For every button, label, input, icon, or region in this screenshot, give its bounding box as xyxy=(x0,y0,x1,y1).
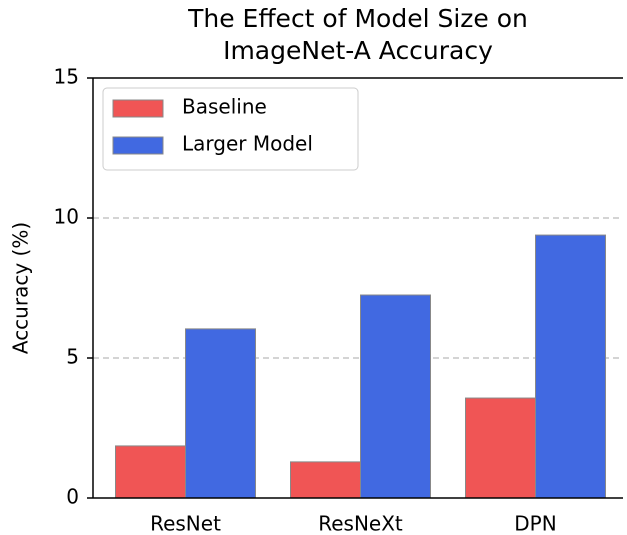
legend-swatch xyxy=(112,136,164,155)
y-tick-label: 15 xyxy=(54,65,79,89)
legend: Baseline Larger Model xyxy=(102,87,359,171)
bar xyxy=(360,294,431,499)
chart-title: ImageNet-A Accuracy xyxy=(223,36,493,65)
legend-box xyxy=(102,87,359,171)
x-tick-label: DPN xyxy=(514,512,556,535)
y-tick-label: 5 xyxy=(66,345,79,369)
y-axis-label: Accuracy (%) xyxy=(9,222,33,354)
legend-label: Larger Model xyxy=(182,132,313,156)
bar xyxy=(535,234,606,499)
bar xyxy=(290,461,361,499)
y-tick-label: 10 xyxy=(54,205,79,229)
x-tick-label: ResNet xyxy=(150,512,221,535)
legend-label: Baseline xyxy=(182,95,267,119)
legend-swatch xyxy=(112,99,164,118)
x-tick-label: ResNeXt xyxy=(318,512,403,535)
bar xyxy=(465,397,536,499)
chart-title: The Effect of Model Size on xyxy=(187,4,528,33)
bar xyxy=(115,445,186,499)
plot-area xyxy=(93,217,623,499)
y-tick-label: 0 xyxy=(66,485,79,509)
bar xyxy=(185,328,256,499)
